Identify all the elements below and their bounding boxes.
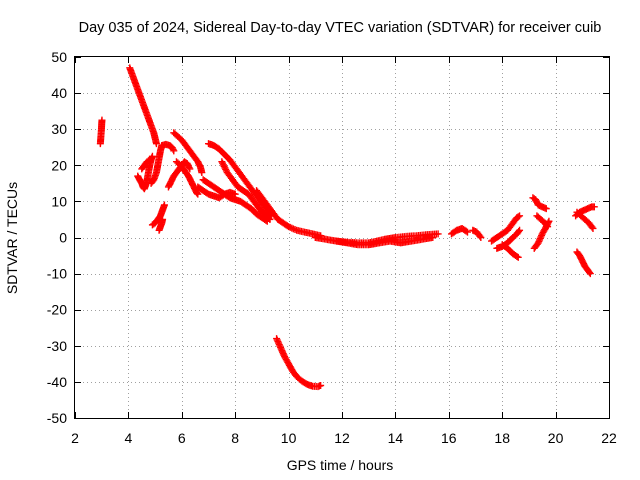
data-points <box>96 64 598 391</box>
x-tick-label: 2 <box>71 430 79 446</box>
data-point <box>265 214 273 222</box>
data-point <box>220 162 228 170</box>
x-tick-label: 12 <box>334 430 350 446</box>
x-tick-label: 20 <box>548 430 564 446</box>
series-arc-07 <box>155 215 167 234</box>
data-point <box>477 234 485 241</box>
data-point <box>544 223 552 231</box>
data-point <box>152 140 160 148</box>
data-point <box>288 224 296 232</box>
data-point <box>221 164 229 172</box>
data-point <box>291 226 299 234</box>
y-tick-label: 0 <box>59 230 67 246</box>
x-tick-label: 4 <box>125 430 133 446</box>
y-axis-label: SDTVAR / TECUs <box>4 182 20 294</box>
series-arc-13 <box>218 158 274 223</box>
x-tick-label: 22 <box>601 430 617 446</box>
data-point <box>219 159 227 167</box>
x-tick-label: 16 <box>441 430 457 446</box>
x-tick-label: 14 <box>388 430 404 446</box>
data-point <box>285 223 293 231</box>
data-point <box>434 230 442 238</box>
x-axis-label: GPS time / hours <box>287 457 394 473</box>
series-arc-05 <box>147 140 178 187</box>
data-point <box>170 147 178 155</box>
data-point <box>513 252 521 260</box>
data-point <box>515 227 523 235</box>
data-point <box>476 232 484 240</box>
y-tick-label: 20 <box>51 157 67 173</box>
data-point <box>144 157 152 165</box>
series-arc-25 <box>533 212 552 231</box>
series-arc-20 <box>488 212 524 245</box>
axis-ticks <box>75 57 610 419</box>
data-point <box>462 227 470 235</box>
data-point <box>218 158 226 166</box>
grid <box>75 57 609 418</box>
data-point <box>266 215 274 223</box>
data-point <box>543 221 551 229</box>
x-tick-label: 8 <box>231 430 239 446</box>
plot-frame <box>74 56 610 419</box>
series-arc-19 <box>469 226 485 241</box>
series-arc-18 <box>447 224 471 238</box>
data-point <box>160 201 168 209</box>
y-tick-label: 10 <box>51 193 67 209</box>
y-tick-labels: 50 40 30 20 10 0 -10 -20 -30 -40 -50 <box>47 49 67 426</box>
y-tick-label: 40 <box>51 85 67 101</box>
data-point <box>429 234 437 241</box>
y-tick-label: 50 <box>51 49 67 65</box>
data-point <box>148 152 156 160</box>
series-arc-10 <box>172 158 202 198</box>
data-point <box>585 268 593 276</box>
x-tick-label: 10 <box>281 430 297 446</box>
series-arc-11 <box>205 140 275 220</box>
y-tick-label: -30 <box>47 338 67 354</box>
data-point <box>514 213 522 221</box>
series-arc-03 <box>134 152 156 193</box>
data-point <box>98 116 106 124</box>
data-point <box>516 226 524 234</box>
series-arc-27 <box>573 208 597 232</box>
data-point <box>590 203 598 211</box>
series-arc-28 <box>573 248 594 278</box>
y-tick-label: 30 <box>51 121 67 137</box>
x-tick-labels: 2 4 6 8 10 12 14 16 18 20 22 <box>71 430 617 446</box>
y-tick-label: -20 <box>47 302 67 318</box>
data-point <box>159 215 167 223</box>
series-arc-24 <box>529 194 550 213</box>
series-arc-08 <box>170 129 206 177</box>
chart-title: Day 035 of 2024, Sidereal Day-to-day VTE… <box>79 20 602 36</box>
series-arc-14 <box>194 183 239 202</box>
data-point <box>286 223 294 231</box>
series-arc-29 <box>273 335 325 391</box>
data-point <box>194 190 202 198</box>
data-point <box>231 190 239 198</box>
data-point <box>198 169 206 177</box>
data-point <box>463 228 471 236</box>
series-arc-04 <box>138 156 154 173</box>
data-point <box>542 205 550 213</box>
data-point <box>186 165 194 173</box>
x-tick-label: 6 <box>178 430 186 446</box>
y-tick-label: -50 <box>47 410 67 426</box>
data-point <box>516 212 524 220</box>
data-point <box>289 225 297 233</box>
data-point <box>586 270 594 278</box>
series-arc-02 <box>126 64 160 148</box>
series-arc-22 <box>498 241 522 261</box>
y-tick-label: -10 <box>47 266 67 282</box>
data-point <box>588 223 596 231</box>
series-arc-01 <box>96 116 106 148</box>
data-point <box>514 253 522 261</box>
data-point <box>146 156 154 164</box>
data-point <box>589 224 597 232</box>
series-arc-17 <box>333 234 437 249</box>
y-tick-label: -40 <box>47 374 67 390</box>
data-point <box>219 161 227 169</box>
data-point <box>222 165 230 173</box>
data-point <box>317 382 325 390</box>
x-tick-label: 18 <box>494 430 510 446</box>
